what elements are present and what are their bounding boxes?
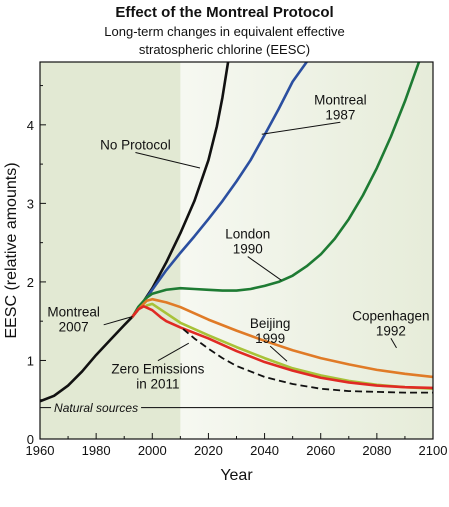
natural-sources-label: Natural sources	[54, 401, 138, 415]
series-line-zero-emissions-in-2011	[182, 328, 433, 394]
annotation-label-copenhagen-1992: Copenhagen	[352, 308, 429, 323]
annotation-label-copenhagen-1992: 1992	[376, 323, 406, 338]
annotation-label-montreal-2007: 2007	[59, 319, 89, 334]
series-line-montreal-1987	[131, 62, 308, 318]
annotation-label-london-1990: 1990	[233, 242, 263, 257]
y-tick-label: 0	[27, 432, 34, 447]
chart-title: Effect of the Montreal Protocol	[115, 4, 334, 21]
series-line-montreal-2007	[131, 304, 433, 390]
chart-subtitle-line-2: stratospheric chlorine (EESC)	[138, 42, 311, 57]
x-tick-label: 2020	[194, 443, 223, 458]
annotation-pointer-beijing-1999	[269, 345, 288, 362]
annotation-label-zero-emissions-in-2011: in 2011	[136, 377, 179, 392]
observed-period-shading	[40, 62, 181, 439]
annotation-label-montreal-1987: Montreal	[314, 92, 367, 107]
annotation-label-montreal-2007: Montreal	[47, 304, 100, 319]
y-tick-label: 4	[27, 118, 34, 133]
x-tick-label: 2000	[138, 443, 167, 458]
y-axis-label: EESC (relative amounts)	[3, 162, 20, 338]
x-tick-label: 1980	[82, 443, 111, 458]
annotation-label-no-protocol: No Protocol	[100, 137, 171, 152]
annotation-pointer-london-1990	[247, 256, 282, 281]
x-tick-label: 1960	[26, 443, 55, 458]
annotation-pointer-montreal-2007	[103, 315, 133, 326]
chart-subtitle-line-1: Long-term changes in equivalent effectiv…	[104, 24, 345, 39]
series-line-london-1990	[131, 62, 421, 318]
x-tick-label: 2040	[250, 443, 279, 458]
natural-sources-label-bg	[51, 401, 142, 416]
series-line-copenhagen-1992	[131, 297, 433, 379]
annotation-label-zero-emissions-in-2011: Zero Emissions	[111, 362, 204, 377]
annotation-pointer-montreal-1987	[261, 121, 341, 135]
x-tick-label: 2100	[419, 443, 448, 458]
x-axis-label: Year	[220, 467, 253, 484]
x-tick-label: 2080	[362, 443, 391, 458]
annotation-pointer-no-protocol	[135, 151, 201, 169]
y-tick-label: 2	[27, 275, 34, 290]
y-tick-label: 3	[27, 196, 34, 211]
y-tick-label: 1	[27, 353, 34, 368]
annotation-label-london-1990: London	[225, 227, 270, 242]
annotation-pointer-zero-emissions-in-2011	[157, 342, 190, 362]
annotation-label-beijing-1999: Beijing	[250, 316, 291, 331]
annotation-label-beijing-1999: 1999	[255, 331, 285, 346]
annotation-label-montreal-1987: 1987	[325, 107, 355, 122]
annotation-pointer-copenhagen-1992	[390, 338, 397, 349]
x-tick-label: 2060	[306, 443, 335, 458]
